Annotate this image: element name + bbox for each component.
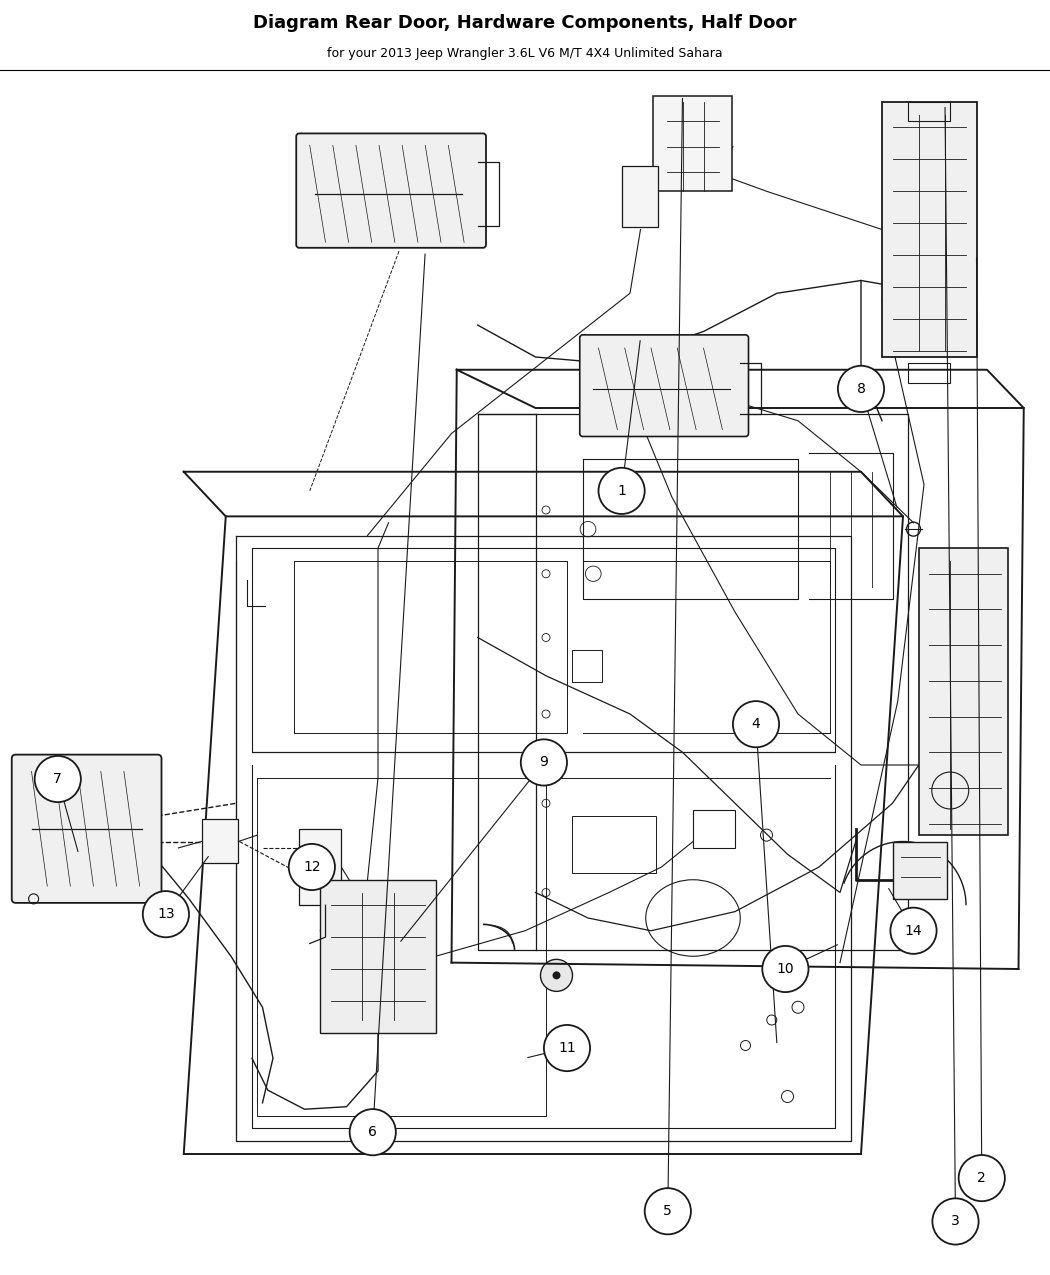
Text: for your 2013 Jeep Wrangler 3.6L V6 M/T 4X4 Unlimited Sahara: for your 2013 Jeep Wrangler 3.6L V6 M/T … [328, 47, 722, 60]
Text: 13: 13 [158, 908, 174, 921]
Circle shape [541, 959, 572, 992]
Text: 10: 10 [777, 963, 794, 975]
Bar [919, 548, 1008, 835]
Circle shape [762, 946, 808, 992]
Circle shape [733, 701, 779, 747]
Circle shape [35, 756, 81, 802]
FancyBboxPatch shape [296, 134, 486, 247]
Circle shape [350, 1109, 396, 1155]
Bar [320, 880, 436, 1033]
Text: 5: 5 [664, 1205, 672, 1218]
Circle shape [544, 1025, 590, 1071]
Text: 11: 11 [559, 1042, 575, 1054]
Circle shape [289, 844, 335, 890]
Bar [572, 816, 656, 873]
Text: 12: 12 [303, 861, 320, 873]
Circle shape [552, 972, 561, 979]
Text: 1: 1 [617, 484, 626, 497]
Text: 3: 3 [951, 1215, 960, 1228]
Text: 8: 8 [857, 382, 865, 395]
Text: 9: 9 [540, 756, 548, 769]
Circle shape [521, 740, 567, 785]
Bar [299, 829, 341, 905]
Circle shape [890, 908, 937, 954]
Text: 14: 14 [905, 924, 922, 937]
Bar [882, 102, 977, 357]
Bar [572, 650, 602, 682]
Bar [892, 842, 947, 899]
Bar [908, 102, 950, 121]
Circle shape [598, 468, 645, 514]
Circle shape [838, 366, 884, 412]
Text: 2: 2 [978, 1172, 986, 1184]
Text: Diagram Rear Door, Hardware Components, Half Door: Diagram Rear Door, Hardware Components, … [253, 14, 797, 32]
Circle shape [143, 891, 189, 937]
Bar [202, 819, 238, 863]
Bar [908, 363, 950, 382]
FancyBboxPatch shape [580, 335, 749, 436]
Bar [622, 166, 658, 227]
Circle shape [932, 1198, 979, 1244]
Bar [693, 810, 735, 848]
Text: 7: 7 [54, 773, 62, 785]
FancyBboxPatch shape [12, 755, 162, 903]
Text: 4: 4 [752, 718, 760, 731]
Circle shape [959, 1155, 1005, 1201]
Circle shape [645, 1188, 691, 1234]
Text: 6: 6 [369, 1126, 377, 1139]
Bar [653, 96, 732, 191]
